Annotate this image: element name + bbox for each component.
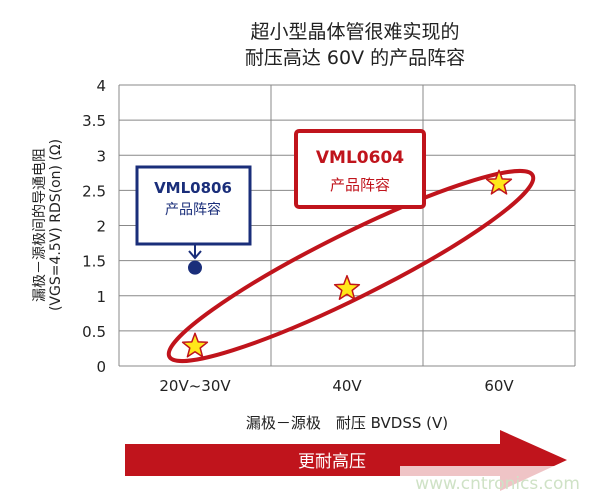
watermark-backdrop — [400, 466, 600, 496]
data-point-star — [485, 169, 513, 195]
x-tick-label: 20V~30V — [159, 377, 231, 395]
vml0806-sublabel: 产品阵容 — [165, 201, 221, 218]
y-tick-label: 3.5 — [82, 112, 106, 130]
vml0806-label-box — [135, 165, 252, 246]
vml0806-arrow-head — [188, 250, 202, 260]
chart-title-line: 耐压高达 60V 的产品阵容 — [245, 47, 465, 69]
vml0604-sublabel: 产品阵容 — [330, 176, 390, 194]
x-tick-label: 60V — [484, 377, 514, 395]
vml0604-ellipse — [166, 169, 536, 363]
watermark-text: www.cntronics.com — [415, 474, 580, 494]
y-tick-label: 2 — [96, 218, 106, 236]
chart-title-line: 超小型晶体管很难实现的 — [250, 21, 459, 43]
data-point-star — [181, 332, 209, 358]
vml0806-label: VML0806 — [154, 179, 232, 197]
vml0604-label: VML0604 — [316, 148, 404, 168]
data-point-circle — [188, 260, 202, 275]
data-point-star — [333, 274, 361, 300]
y-tick-label: 1.5 — [82, 253, 106, 271]
arrow-label: 更耐高压 — [298, 452, 366, 472]
vml0604-label-box — [294, 129, 426, 209]
y-tick-label: 1 — [96, 288, 106, 306]
y-tick-label: 0 — [96, 358, 106, 376]
x-tick-label: 40V — [332, 377, 362, 395]
y-axis-label-line: (VGS=4.5V) RDS(on) (Ω) — [48, 139, 64, 311]
x-axis-label: 漏极－源极 耐压 BVDSS (V) — [246, 414, 448, 432]
y-tick-label: 0.5 — [82, 323, 106, 341]
y-tick-label: 3 — [96, 147, 106, 165]
y-tick-label: 2.5 — [82, 182, 106, 200]
y-tick-label: 4 — [96, 77, 106, 95]
y-axis-label-line: 漏极－源极间的导通电阻 — [32, 148, 48, 302]
